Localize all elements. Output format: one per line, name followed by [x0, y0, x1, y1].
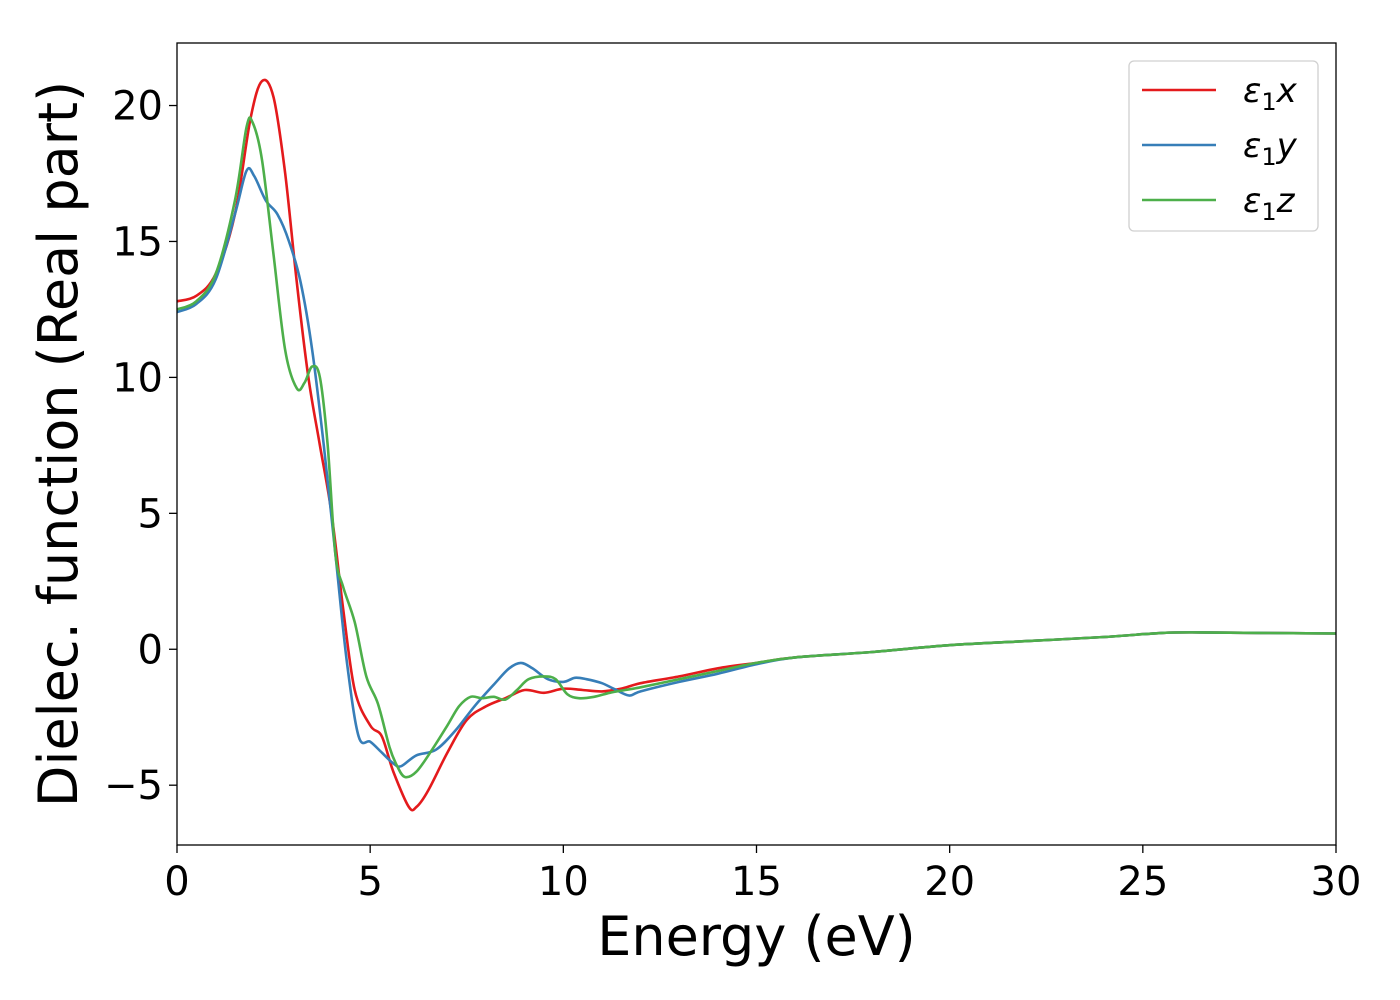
y-tick-label: 15 — [112, 219, 163, 265]
y-axis-title: Dielec. function (Real part) — [27, 81, 90, 807]
y-tick-label: −5 — [104, 763, 163, 809]
series-layer — [177, 78, 1336, 812]
x-tick-label: 5 — [357, 859, 382, 905]
y-tick-label: 20 — [112, 84, 163, 130]
ticks-layer: 0 5 10 15 20 25 30 −5 0 5 10 15 20 — [104, 84, 1361, 905]
legend-label-x: ε1x — [1243, 71, 1298, 116]
y-tick-label: 10 — [112, 355, 163, 401]
x-tick-label: 10 — [538, 859, 589, 905]
x-tick-label: 30 — [1311, 859, 1362, 905]
y-tick-label: 5 — [138, 491, 163, 537]
legend-label-z: ε1z — [1243, 181, 1296, 226]
x-tick-label: 25 — [1117, 859, 1168, 905]
y-tick-label: 0 — [138, 627, 163, 673]
x-tick-label: 0 — [164, 859, 189, 905]
legend-box — [1128, 60, 1319, 232]
x-axis-title: Energy (eV) — [597, 905, 916, 968]
series-line-y — [177, 166, 1336, 768]
x-tick-label: 15 — [731, 859, 782, 905]
legend: ε1x ε1y ε1z — [1128, 60, 1319, 232]
legend-label-y: ε1y — [1243, 126, 1298, 171]
series-line-z — [177, 116, 1336, 779]
x-tick-label: 20 — [924, 859, 975, 905]
